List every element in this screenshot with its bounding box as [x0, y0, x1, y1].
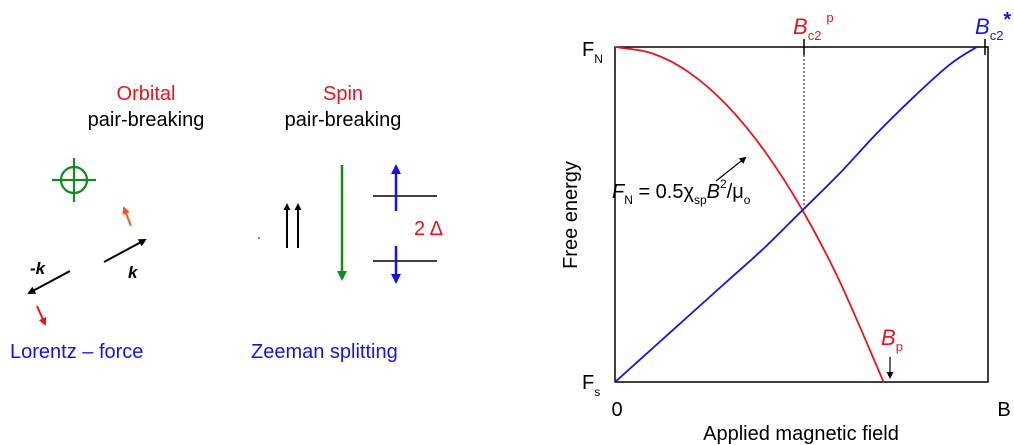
momentum-arrow-icon [103, 239, 147, 263]
spin-title: Spin [323, 83, 363, 105]
zeeman-levels [373, 195, 437, 262]
x-axis-label: Applied magnetic field [703, 423, 899, 445]
parallel-up-arrows-icon [283, 203, 302, 248]
equation-pointer-arrow-icon [715, 156, 747, 182]
orbital-subtitle: pair-breaking [88, 109, 205, 131]
spin-panel: Spin pair-breaking 2 Δ Zeeman splitting [251, 83, 443, 363]
superconducting-energy-curve [614, 46, 978, 383]
y-axis-label: Free energy [560, 161, 582, 269]
series-layer [614, 46, 978, 383]
y-tick-fs: Fs [582, 372, 600, 399]
x-tick-zero: 0 [611, 399, 622, 421]
y-tick-fn: FN [582, 39, 603, 66]
force-arrow-icon [122, 206, 132, 227]
label-k: k [128, 263, 139, 282]
normal-state-energy-curve [614, 46, 885, 383]
label-neg-k: -k [30, 259, 47, 278]
momentum-arrow-icon [27, 270, 71, 294]
x-tick-b: B [997, 399, 1010, 421]
spin-subtitle: pair-breaking [285, 109, 402, 131]
zeeman-caption: Zeeman splitting [251, 341, 398, 363]
lorentz-caption: Lorentz – force [10, 341, 143, 363]
dot [258, 237, 260, 239]
orbital-panel: Orbital pair-breaking -k k Lorentz – for… [10, 83, 204, 363]
splitting-label: 2 Δ [414, 218, 443, 240]
bc2p-label: Bc2p [793, 10, 834, 43]
crosshair-icon [52, 158, 96, 202]
orbital-title: Orbital [117, 83, 176, 105]
equation-label: FN = 0.5χspB2/μo [612, 177, 751, 207]
free-energy-chart: Free energy Applied magnetic field FN Fs… [560, 9, 1011, 445]
bp-label: Bp [881, 325, 903, 354]
plot-frame [614, 46, 989, 383]
bc2star-label: Bc2* [975, 9, 1011, 43]
force-arrow-icon [36, 305, 47, 326]
